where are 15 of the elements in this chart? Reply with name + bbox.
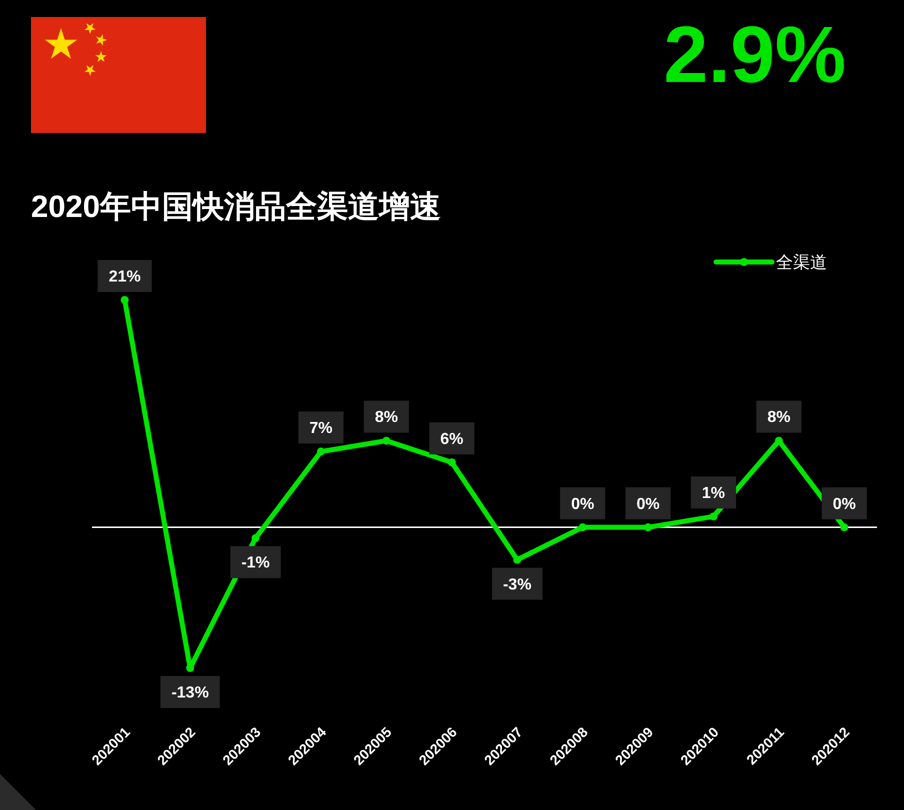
data-label: 8% xyxy=(374,409,398,426)
data-label: -3% xyxy=(502,576,532,594)
annotation: 2.9% xyxy=(664,10,846,99)
data-label: 1% xyxy=(702,484,726,502)
data-label: -1% xyxy=(241,554,270,572)
data-label: 21% xyxy=(108,268,141,286)
data-label: 6% xyxy=(440,430,464,448)
data-label: 0% xyxy=(832,496,856,513)
title: 2020年中国快消品全渠道增速 xyxy=(31,189,441,224)
data-label: 7% xyxy=(309,420,333,438)
data-label: 0% xyxy=(636,496,660,513)
data-label: 0% xyxy=(571,496,594,513)
legend-label: 全渠道 xyxy=(776,253,827,272)
data-label: -13% xyxy=(171,684,209,702)
data-label: 8% xyxy=(767,409,790,426)
